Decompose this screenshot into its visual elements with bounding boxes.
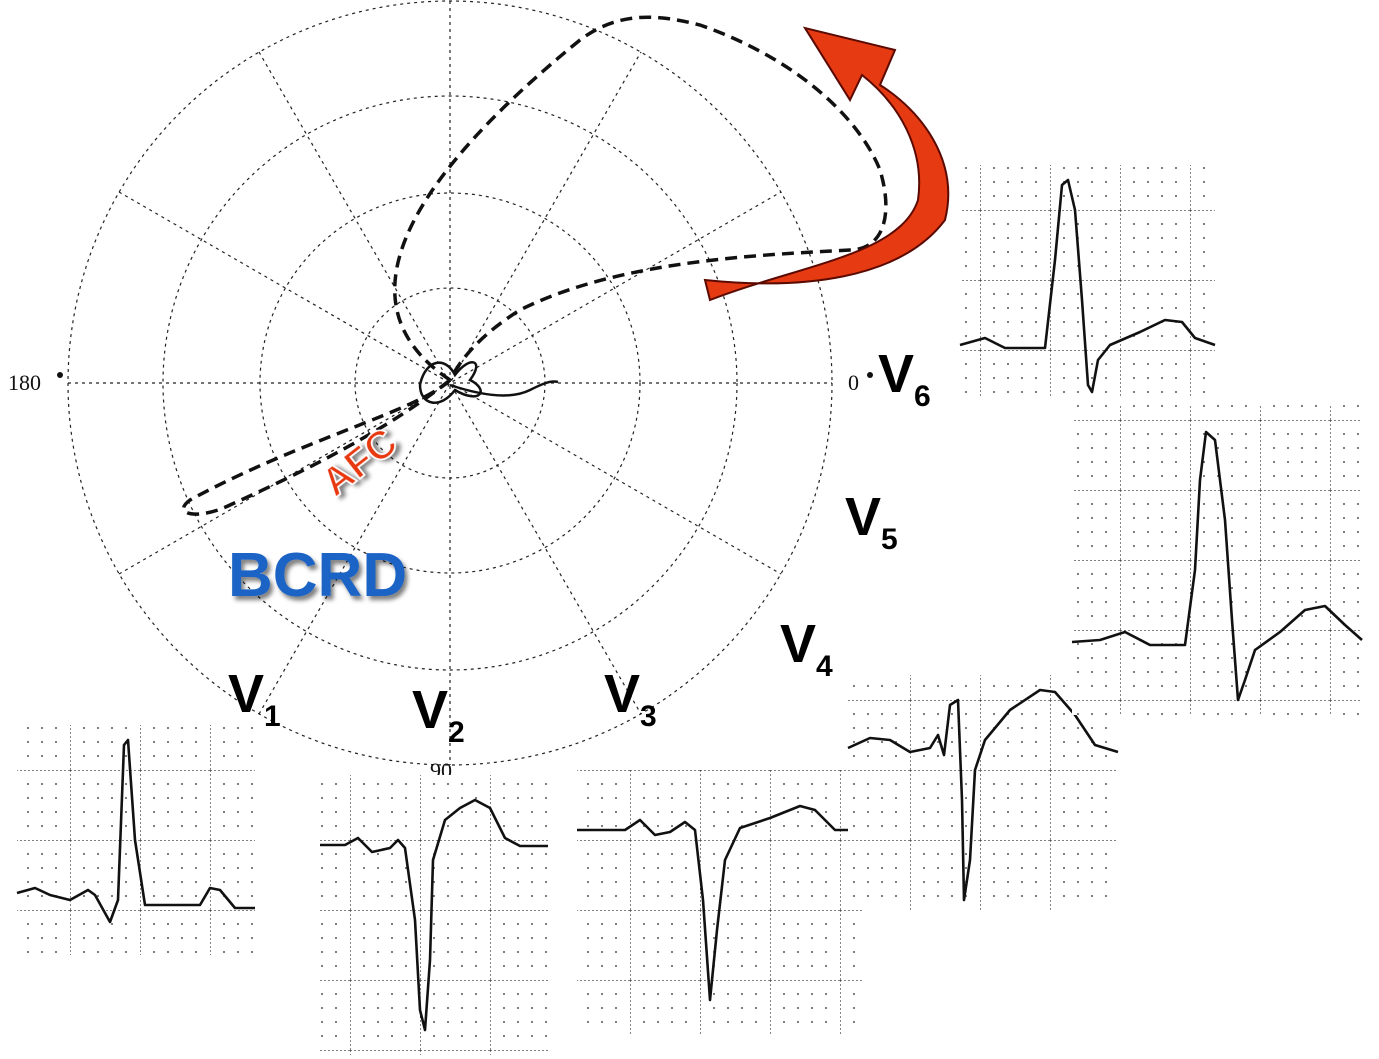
lead-letter: V <box>845 487 881 547</box>
lead-letter: V <box>780 614 816 674</box>
bcrd-label: BCRD <box>228 541 407 610</box>
lead-letter: V <box>412 680 448 740</box>
axis-dot <box>57 372 63 378</box>
lead-label: V1 <box>228 664 281 733</box>
lead-label: V6 <box>878 344 931 413</box>
ecg-v3 <box>577 770 862 1035</box>
ecg-v5 <box>1071 405 1363 715</box>
lead-index: 6 <box>914 380 931 413</box>
lead-letter: V <box>228 664 264 724</box>
axis-label-0: 0 <box>848 370 859 395</box>
lead-label: V5 <box>845 487 898 556</box>
ecg-v1 <box>16 725 255 955</box>
lead-index: 4 <box>816 650 833 683</box>
lead-letter: V <box>604 664 640 724</box>
lead-labels: V1 V2 V3 V4 V5 V6 <box>228 344 931 749</box>
ecg-v6 <box>959 165 1216 398</box>
vector-loops <box>181 15 888 516</box>
lead-index: 5 <box>881 523 898 556</box>
afc-label: AFC <box>313 420 405 505</box>
lead-label: V2 <box>412 680 465 749</box>
lead-index: 2 <box>448 716 465 749</box>
axis-label-180: 180 <box>8 370 41 395</box>
lead-label: V4 <box>780 614 833 683</box>
rotation-arrow <box>703 26 950 302</box>
axis-dot <box>867 372 873 378</box>
lead-label: V3 <box>604 664 657 733</box>
lead-index: 1 <box>264 700 281 733</box>
polar-grid <box>67 0 833 766</box>
ecg-v2 <box>320 775 548 1055</box>
lead-letter: V <box>878 344 914 404</box>
lead-index: 3 <box>640 700 657 733</box>
